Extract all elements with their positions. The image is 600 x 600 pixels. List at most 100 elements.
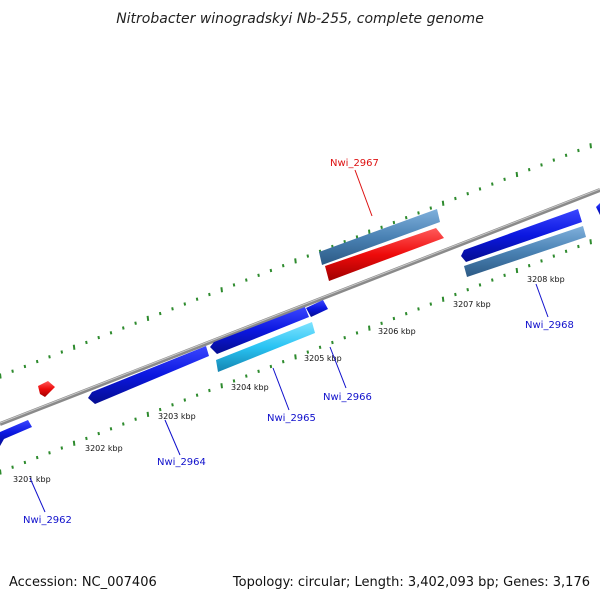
gene-label-nwi-2968[interactable]: Nwi_2968 (525, 320, 574, 331)
scale-labels: 3201 kbp 3202 kbp 3203 kbp 3204 kbp 3205… (13, 275, 565, 484)
minor-tick (491, 278, 494, 282)
scale-label: 3202 kbp (85, 444, 123, 453)
minor-tick (343, 336, 346, 340)
minor-tick (23, 364, 27, 369)
minor-tick (577, 244, 580, 249)
minor-tick (331, 340, 334, 345)
minor-tick (48, 451, 51, 455)
minor-tick (183, 398, 187, 402)
major-tick (220, 383, 223, 389)
topology-text: Topology: circular; Length: 3,402,093 bp… (232, 575, 590, 590)
gene-arrow[interactable] (210, 307, 309, 354)
minor-tick (540, 163, 543, 167)
minor-tick (35, 359, 39, 364)
minor-tick (134, 417, 137, 421)
gene-arrow[interactable] (88, 346, 209, 404)
gene-labels: Nwi_2962 Nwi_2964 Nwi_2965 Nwi_2966 Nwi_… (23, 158, 574, 526)
minor-tick (97, 431, 100, 436)
minor-tick (417, 211, 420, 215)
major-tick (515, 267, 519, 274)
minor-tick (318, 345, 322, 349)
genome-backbone-highlight (0, 188, 600, 424)
minor-tick (232, 379, 236, 383)
minor-tick (355, 235, 359, 239)
major-tick (72, 344, 76, 350)
minor-tick (503, 177, 506, 181)
minor-tick (281, 360, 285, 364)
minor-tick (245, 374, 248, 378)
minor-tick (540, 259, 543, 263)
major-tick (146, 411, 150, 418)
minor-tick (122, 326, 125, 330)
gene-label-nwi-2964[interactable]: Nwi_2964 (157, 457, 206, 468)
minor-tick (269, 268, 273, 273)
gene-arrow[interactable] (319, 209, 440, 265)
minor-tick (11, 369, 14, 373)
minor-tick (183, 302, 187, 306)
scale-label: 3203 kbp (158, 412, 196, 421)
genome-backbone (0, 188, 600, 426)
minor-tick (380, 225, 383, 229)
tick-track-upper (0, 143, 592, 379)
minor-tick (491, 182, 494, 186)
minor-tick (109, 331, 113, 335)
minor-tick (97, 335, 100, 340)
callout-line (29, 477, 46, 513)
minor-tick (85, 436, 88, 441)
minor-tick (564, 153, 568, 157)
minor-tick (404, 312, 408, 316)
gene-label-nwi-2962[interactable]: Nwi_2962 (23, 515, 72, 526)
major-tick (72, 440, 76, 446)
gene-arrow[interactable] (38, 381, 55, 397)
minor-tick (552, 158, 556, 162)
minor-tick (35, 455, 39, 460)
minor-tick (122, 422, 125, 426)
minor-tick (577, 148, 580, 153)
gene-arrow[interactable] (325, 228, 444, 281)
major-tick (294, 258, 297, 264)
major-tick (0, 373, 2, 379)
accession-text: Accession: NC_007406 (9, 575, 157, 590)
major-tick (0, 469, 2, 475)
gene-arrow[interactable] (461, 209, 582, 262)
minor-tick (257, 273, 260, 277)
major-tick (441, 200, 445, 206)
minor-tick (527, 168, 531, 172)
gene-arrow[interactable] (306, 300, 328, 317)
major-tick (515, 171, 519, 178)
gene-label-nwi-2966[interactable]: Nwi_2966 (323, 392, 372, 403)
minor-tick (60, 446, 64, 450)
minor-tick (392, 316, 396, 321)
minor-tick (429, 206, 433, 210)
minor-tick (11, 465, 14, 469)
minor-tick (392, 220, 396, 225)
minor-tick (195, 297, 199, 301)
gene-arrow[interactable] (464, 226, 586, 277)
gene-callouts (29, 169, 549, 513)
minor-tick (158, 311, 162, 316)
minor-tick (208, 388, 211, 393)
gene-arrow[interactable] (596, 203, 600, 215)
gene-label-nwi-2967[interactable]: Nwi_2967 (330, 158, 379, 169)
callout-line (272, 367, 290, 411)
gene-label-nwi-2965[interactable]: Nwi_2965 (267, 413, 316, 424)
minor-tick (109, 427, 113, 431)
minor-tick (478, 187, 482, 191)
minor-tick (306, 254, 310, 258)
callout-line (535, 283, 549, 318)
minor-tick (454, 196, 457, 201)
minor-tick (269, 364, 273, 369)
minor-tick (466, 288, 469, 292)
scale-label: 3205 kbp (304, 354, 342, 363)
major-tick (368, 325, 371, 331)
gene-arrow[interactable] (0, 420, 32, 446)
major-tick (441, 296, 445, 302)
gene-arrow[interactable] (216, 322, 315, 372)
tick-track-lower (0, 239, 592, 475)
minor-tick (466, 192, 469, 196)
minor-tick (60, 350, 64, 354)
scale-label: 3208 kbp (527, 275, 565, 284)
minor-tick (257, 369, 260, 373)
map-title: Nitrobacter winogradskyi Nb-255, complet… (116, 11, 484, 27)
minor-tick (306, 350, 310, 354)
